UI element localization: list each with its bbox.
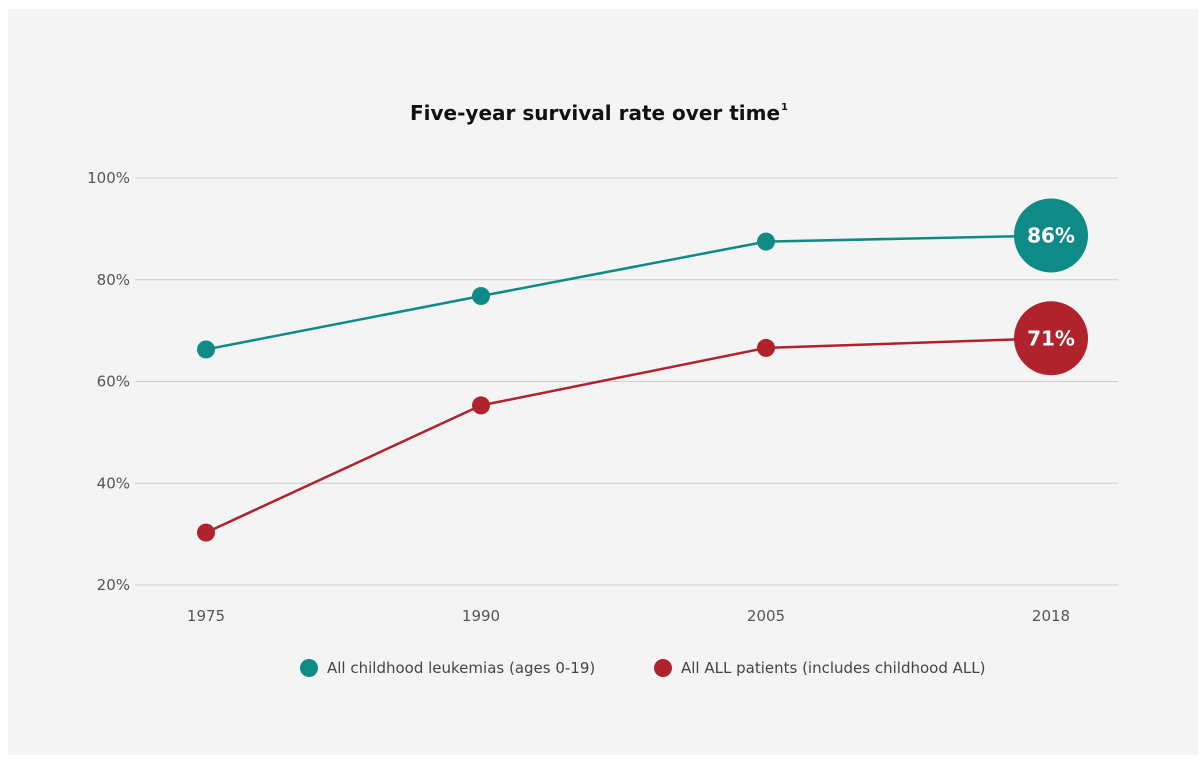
chart-title: Five-year survival rate over time [410,101,780,125]
x-axis-ticks: 1975 1990 2005 2018 [187,607,1070,625]
legend-item: All ALL patients (includes childhood ALL… [654,659,985,677]
series-line [205,337,1052,534]
x-tick-label: 1975 [187,607,225,625]
data-point [757,232,775,251]
end-value-label: 86% [1027,223,1075,247]
x-tick-label: 2005 [747,607,785,625]
end-point-bubble [1014,198,1088,273]
legend-label: All ALL patients (includes childhood ALL… [681,659,985,677]
end-point-bubble [1014,301,1088,376]
y-tick-label: 20% [97,576,130,594]
data-point [197,340,215,359]
line-chart: 20% 40% 60% 80% 100% 1975 1990 2005 2018 86% 71%… [87,101,1118,677]
legend-label: All childhood leukemias (ages 0-19) [327,659,595,677]
series-2: 71% [197,301,1088,542]
y-tick-label: 40% [97,474,130,492]
series-line [205,234,1052,351]
data-point [472,287,490,306]
series-1: 86% [197,198,1088,359]
chart-title-group: Five-year survival rate over time 1 [410,101,788,125]
x-tick-label: 1990 [462,607,500,625]
data-point [197,523,215,542]
y-tick-label: 100% [87,169,130,187]
y-tick-label: 60% [97,373,130,391]
legend: All childhood leukemias (ages 0-19) All A… [300,659,985,677]
chart-card: 20% 40% 60% 80% 100% 1975 1990 2005 2018 86% 71%… [8,9,1198,755]
y-tick-label: 80% [97,271,130,289]
legend-marker [654,659,672,677]
end-value-label: 71% [1027,326,1075,350]
gridlines [135,177,1118,586]
data-point [757,338,775,357]
series-group: 86% 71% [197,198,1088,542]
data-point [472,396,490,415]
x-tick-label: 2018 [1032,607,1070,625]
chart-title-footnote: 1 [781,102,788,113]
legend-marker [300,659,318,677]
legend-item: All childhood leukemias (ages 0-19) [300,659,595,677]
y-axis-ticks: 20% 40% 60% 80% 100% [87,169,130,594]
